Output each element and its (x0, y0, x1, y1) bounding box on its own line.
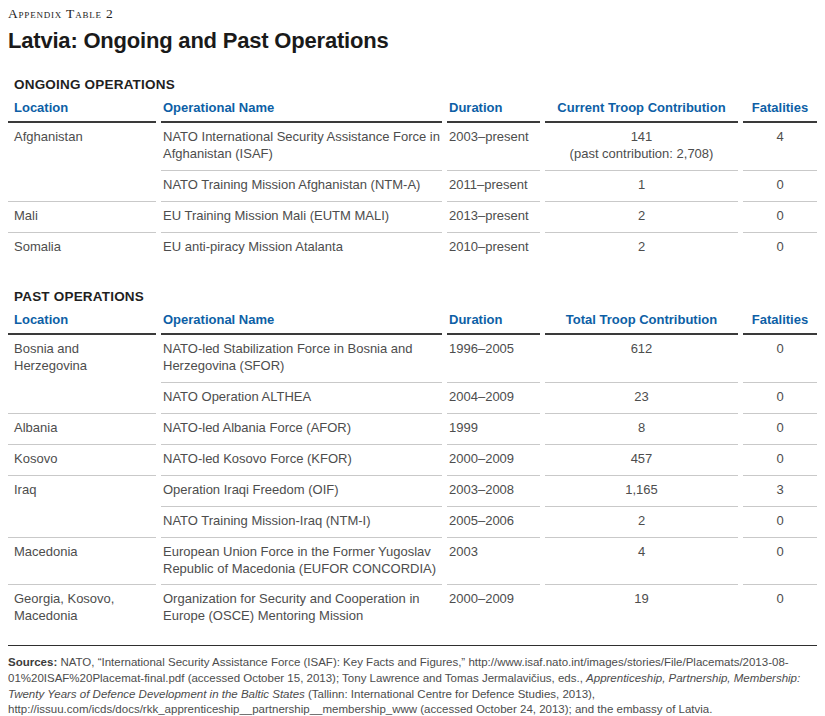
sources-divider (8, 645, 817, 646)
duration-cell: 2000–2009 (447, 445, 540, 476)
operation-name-cell: European Union Force in the Former Yugos… (161, 538, 442, 586)
duration-cell: 2000–2009 (447, 585, 540, 632)
location-cell: Bosnia and Herzegovina (8, 335, 156, 414)
column-header-duration: Duration (447, 97, 540, 123)
duration-cell: 1996–2005 (447, 335, 540, 383)
table-row: Kosovo NATO-led Kosovo Force (KFOR) 2000… (8, 445, 817, 476)
operation-name-cell: NATO Training Mission Afghanistan (NTM-A… (161, 171, 442, 202)
column-header-duration: Duration (447, 309, 540, 335)
fatalities-cell: 0 (743, 445, 817, 476)
location-cell: Albania (8, 414, 156, 445)
table-kicker: Appendix Table 2 (8, 6, 817, 22)
fatalities-cell: 4 (743, 123, 817, 171)
operation-name-cell: NATO-led Albania Force (AFOR) (161, 414, 442, 445)
location-cell: Georgia, Kosovo, Macedonia (8, 585, 156, 632)
column-header-operational-name: Operational Name (161, 97, 442, 123)
section-title-past: PAST OPERATIONS (14, 289, 817, 304)
duration-cell: 2010–present (447, 233, 540, 263)
troops-cell: 19 (545, 585, 738, 632)
location-cell: Mali (8, 202, 156, 233)
troops-cell: 141 (past contribution: 2,708) (545, 123, 738, 171)
location-cell: Macedonia (8, 538, 156, 586)
column-header-fatalities: Fatalities (743, 97, 817, 123)
column-header-troop-contribution: Total Troop Contribution (545, 309, 738, 335)
sources-label: Sources: (8, 656, 57, 668)
location-cell: Kosovo (8, 445, 156, 476)
duration-cell: 2011–present (447, 171, 540, 202)
header-row: Location Operational Name Duration Curre… (8, 97, 817, 123)
column-header-operational-name: Operational Name (161, 309, 442, 335)
duration-cell: 2003–2008 (447, 476, 540, 507)
operation-name-cell: NATO-led Stabilization Force in Bosnia a… (161, 335, 442, 383)
fatalities-cell: 0 (743, 383, 817, 414)
fatalities-cell: 3 (743, 476, 817, 507)
operation-name-cell: NATO International Security Assistance F… (161, 123, 442, 171)
fatalities-cell: 0 (743, 538, 817, 586)
operation-name-cell: EU anti-piracy Mission Atalanta (161, 233, 442, 263)
column-header-location: Location (8, 97, 156, 123)
fatalities-cell: 0 (743, 233, 817, 263)
troops-cell: 4 (545, 538, 738, 586)
location-cell: Iraq (8, 476, 156, 538)
operation-name-cell: NATO Operation ALTHEA (161, 383, 442, 414)
report-page: Appendix Table 2 Latvia: Ongoing and Pas… (0, 0, 825, 716)
duration-cell: 2003–present (447, 123, 540, 171)
troops-value: 141 (631, 129, 653, 144)
fatalities-cell: 0 (743, 202, 817, 233)
table-row: Bosnia and Herzegovina NATO-led Stabiliz… (8, 335, 817, 383)
fatalities-cell: 0 (743, 585, 817, 632)
fatalities-cell: 0 (743, 414, 817, 445)
header-row: Location Operational Name Duration Total… (8, 309, 817, 335)
troops-cell: 1 (545, 171, 738, 202)
page-title: Latvia: Ongoing and Past Operations (8, 28, 817, 54)
ongoing-operations-table: Location Operational Name Duration Curre… (3, 97, 822, 262)
duration-cell: 2005–2006 (447, 507, 540, 538)
fatalities-cell: 0 (743, 507, 817, 538)
operation-name-cell: NATO Training Mission-Iraq (NTM-I) (161, 507, 442, 538)
troops-past-note: (past contribution: 2,708) (547, 146, 736, 163)
operation-name-cell: Organization for Security and Cooperatio… (161, 585, 442, 632)
operation-name-cell: NATO-led Kosovo Force (KFOR) (161, 445, 442, 476)
section-title-ongoing: ONGOING OPERATIONS (14, 77, 817, 92)
table-row: Georgia, Kosovo, Macedonia Organization … (8, 585, 817, 632)
troops-cell: 1,165 (545, 476, 738, 507)
table-row: Somalia EU anti-piracy Mission Atalanta … (8, 233, 817, 263)
duration-cell: 1999 (447, 414, 540, 445)
operation-name-cell: Operation Iraqi Freedom (OIF) (161, 476, 442, 507)
table-row: Iraq Operation Iraqi Freedom (OIF) 2003–… (8, 476, 817, 507)
table-row: Mali EU Training Mission Mali (EUTM MALI… (8, 202, 817, 233)
duration-cell: 2013–present (447, 202, 540, 233)
troops-cell: 2 (545, 507, 738, 538)
location-cell: Afghanistan (8, 123, 156, 202)
duration-cell: 2004–2009 (447, 383, 540, 414)
operation-name-cell: EU Training Mission Mali (EUTM MALI) (161, 202, 442, 233)
troops-cell: 2 (545, 233, 738, 263)
column-header-location: Location (8, 309, 156, 335)
table-row: Afghanistan NATO International Security … (8, 123, 817, 171)
troops-cell: 612 (545, 335, 738, 383)
troops-cell: 23 (545, 383, 738, 414)
location-cell: Somalia (8, 233, 156, 263)
column-header-fatalities: Fatalities (743, 309, 817, 335)
troops-cell: 2 (545, 202, 738, 233)
duration-cell: 2003 (447, 538, 540, 586)
column-header-troop-contribution: Current Troop Contribution (545, 97, 738, 123)
past-operations-table: Location Operational Name Duration Total… (3, 309, 822, 632)
fatalities-cell: 0 (743, 335, 817, 383)
sources-note: Sources: NATO, “International Security A… (8, 655, 817, 716)
fatalities-cell: 0 (743, 171, 817, 202)
table-row: Albania NATO-led Albania Force (AFOR) 19… (8, 414, 817, 445)
troops-cell: 457 (545, 445, 738, 476)
table-row: Macedonia European Union Force in the Fo… (8, 538, 817, 586)
troops-cell: 8 (545, 414, 738, 445)
